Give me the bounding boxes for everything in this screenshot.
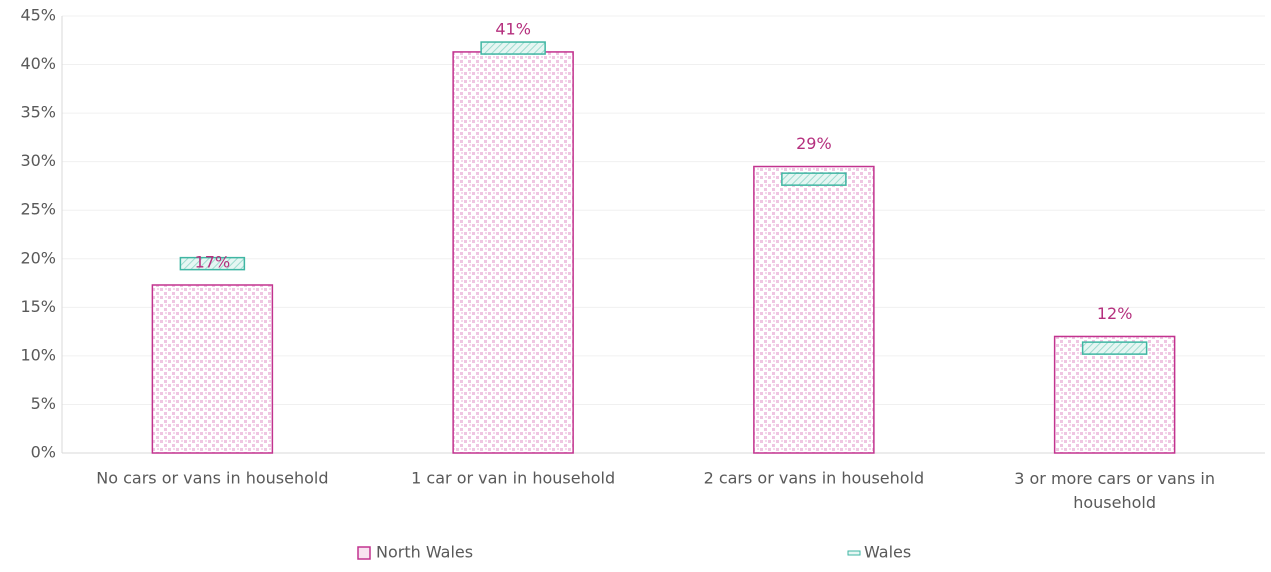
- y-tick-label: 30%: [20, 151, 56, 170]
- bar: [753, 165, 875, 454]
- legend-swatch: [847, 550, 861, 556]
- wales-marker: [781, 172, 847, 186]
- y-tick-label: 20%: [20, 248, 56, 267]
- x-tick-label: 3 or more cars or vans in household: [1014, 469, 1215, 512]
- x-tick-label: 2 cars or vans in household: [704, 469, 925, 488]
- wales-marker: [179, 256, 246, 271]
- y-tick-label: 45%: [20, 6, 56, 25]
- y-tick-label: 40%: [20, 54, 56, 73]
- x-tick-label: No cars or vans in household: [96, 469, 328, 488]
- y-tick-label: 25%: [20, 200, 56, 219]
- y-tick-label: 0%: [31, 443, 56, 462]
- data-label: 17%: [195, 252, 231, 271]
- y-tick-label: 5%: [31, 394, 56, 413]
- bar: [151, 284, 274, 454]
- y-tick-label: 10%: [20, 345, 56, 364]
- data-label: 12%: [1097, 304, 1133, 323]
- legend-swatch: [357, 546, 371, 560]
- data-label: 29%: [796, 134, 832, 153]
- bar: [1053, 335, 1176, 454]
- data-label: 41%: [495, 19, 531, 38]
- legend-label: North Wales: [376, 543, 473, 562]
- bar: [452, 51, 574, 454]
- y-tick-label: 15%: [20, 297, 56, 316]
- x-tick-label: 1 car or van in household: [411, 469, 615, 488]
- wales-marker: [1081, 341, 1148, 355]
- wales-marker: [480, 41, 546, 55]
- y-tick-label: 35%: [20, 103, 56, 122]
- legend-label: Wales: [864, 543, 911, 562]
